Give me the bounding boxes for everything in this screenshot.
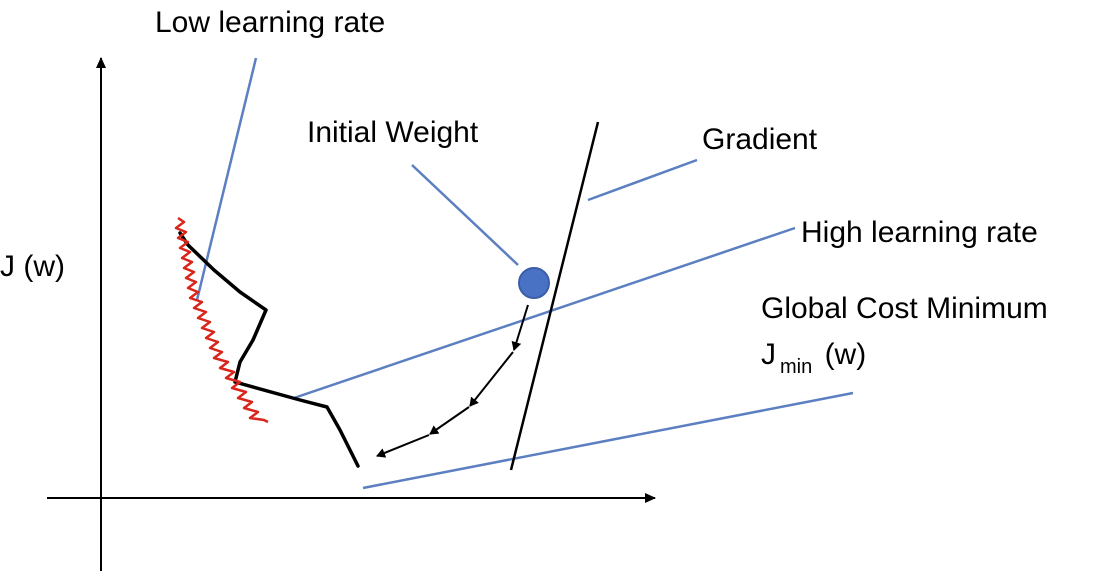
descent-arrow-1	[511, 304, 529, 351]
high-learning-rate-callout-line	[293, 226, 796, 400]
descent-arrow-3	[429, 406, 470, 435]
descent-arrow-4	[376, 434, 430, 458]
low-learning-rate-path	[174, 216, 269, 424]
descent-arrow-2	[469, 351, 514, 407]
jmin-suffix: (w)	[816, 338, 866, 371]
initial-weight-callout-line	[411, 164, 519, 266]
jmin-label: J min (w)	[761, 338, 866, 378]
gradient-label: Gradient	[702, 123, 818, 156]
jmin-base: J	[761, 338, 776, 371]
jmin-subscript: min	[780, 356, 812, 378]
gradient-callout-line	[587, 158, 698, 202]
initial-weight-label: Initial Weight	[307, 116, 479, 149]
high-learning-rate-path	[178, 231, 360, 468]
global-cost-minimum-callout-line	[362, 391, 854, 490]
gradient-line	[509, 121, 600, 471]
descent-arrows	[376, 304, 529, 458]
initial-weight-dot	[518, 267, 550, 299]
low-learning-rate-label: Low learning rate	[155, 6, 385, 39]
global-cost-minimum-label: Global Cost Minimum	[761, 292, 1048, 325]
high-learning-rate-label: High learning rate	[801, 216, 1038, 249]
y-axis-label: J (w)	[0, 250, 65, 283]
low-learning-rate-callout-line	[195, 57, 258, 301]
